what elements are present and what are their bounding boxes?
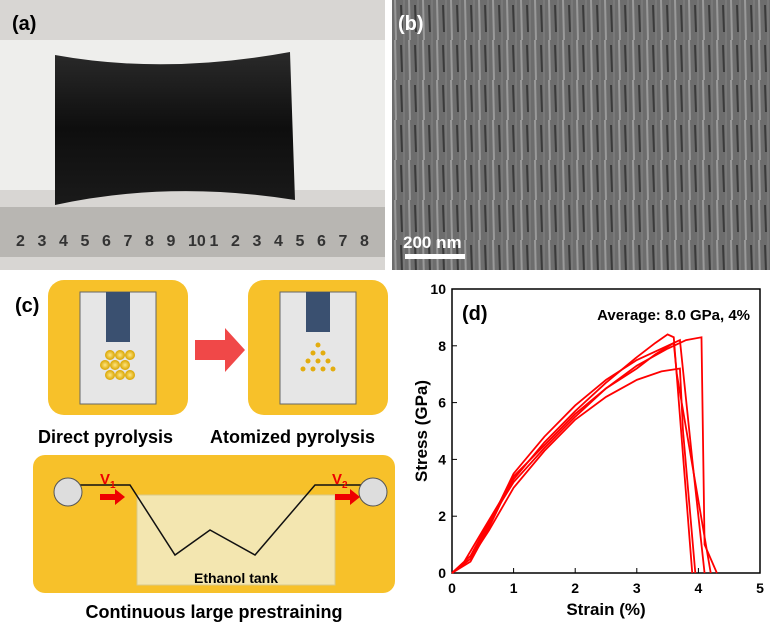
- scale-bar: [405, 254, 465, 259]
- ruler-label: 4: [59, 233, 68, 250]
- velocity-label: V2: [332, 471, 348, 491]
- x-tick-label: 2: [571, 580, 579, 596]
- arrow: [335, 489, 360, 505]
- ruler-label: 2: [16, 233, 25, 250]
- ruler-label: 2: [231, 233, 240, 250]
- reel: [53, 477, 83, 507]
- y-axis-label: Stress (GPa): [412, 380, 431, 482]
- ruler: [0, 207, 385, 257]
- ruler-label: 4: [274, 233, 283, 250]
- y-tick-label: 4: [438, 451, 446, 467]
- y-tick-label: 6: [438, 395, 446, 411]
- fiber: [75, 484, 365, 557]
- panel-label: (b): [398, 13, 424, 35]
- stress-strain-curve: [451, 367, 697, 574]
- injector: [306, 292, 330, 332]
- ruler-label: 10: [188, 233, 206, 250]
- ruler-label: 5: [81, 233, 90, 250]
- y-tick-label: 2: [438, 508, 446, 524]
- subscript: 1: [110, 480, 116, 491]
- y-tick-label: 0: [438, 565, 446, 581]
- arrow: [195, 328, 245, 372]
- x-tick-label: 5: [756, 580, 764, 596]
- stress-strain-curve: [451, 341, 712, 574]
- ruler-label: 5: [296, 233, 305, 250]
- ruler-label: 8: [360, 233, 369, 250]
- stress-strain-curve: [451, 338, 706, 574]
- ruler-label: 3: [38, 233, 47, 250]
- ruler-label: 6: [317, 233, 326, 250]
- ruler-label: 8: [145, 233, 154, 250]
- velocity-label: V1: [100, 471, 116, 491]
- ethanol-tank: [136, 494, 336, 586]
- plot-frame: [451, 288, 761, 574]
- x-tick-label: 1: [510, 580, 518, 596]
- particles: [100, 350, 135, 380]
- caption: Direct pyrolysis: [38, 427, 173, 447]
- stress-strain-curve: [451, 333, 694, 574]
- particles: [300, 342, 336, 372]
- tank-label: Ethanol tank: [194, 570, 278, 586]
- panel-label: (d): [462, 303, 488, 325]
- scale-bar-label: 200 nm: [403, 233, 462, 252]
- sem-image: [392, 0, 770, 270]
- ruler-label: 7: [339, 233, 348, 250]
- velocity: V: [100, 471, 110, 488]
- x-axis-label: Strain (%): [566, 600, 645, 619]
- injector: [106, 292, 130, 342]
- velocity: V: [332, 471, 342, 488]
- arrow: [100, 489, 125, 505]
- fiber-spool: [55, 52, 295, 205]
- subscript: 2: [342, 480, 348, 491]
- reel: [358, 477, 388, 507]
- x-tick-label: 0: [448, 580, 456, 596]
- y-tick-label: 8: [438, 338, 446, 354]
- ruler-label: 9: [167, 233, 176, 250]
- annotation: Average: 8.0 GPa, 4%: [597, 307, 750, 324]
- ruler-label: 6: [102, 233, 111, 250]
- panel-label: (c): [15, 295, 39, 317]
- ruler-label: 1: [210, 233, 219, 250]
- caption: Atomized pyrolysis: [210, 427, 375, 447]
- y-tick-label: 10: [430, 281, 446, 297]
- caption: Continuous large prestraining: [85, 602, 342, 622]
- x-tick-label: 3: [633, 580, 641, 596]
- x-tick-label: 4: [695, 580, 703, 596]
- ruler-label: 3: [253, 233, 262, 250]
- ruler-label: 7: [124, 233, 133, 250]
- panel-label: (a): [12, 13, 36, 35]
